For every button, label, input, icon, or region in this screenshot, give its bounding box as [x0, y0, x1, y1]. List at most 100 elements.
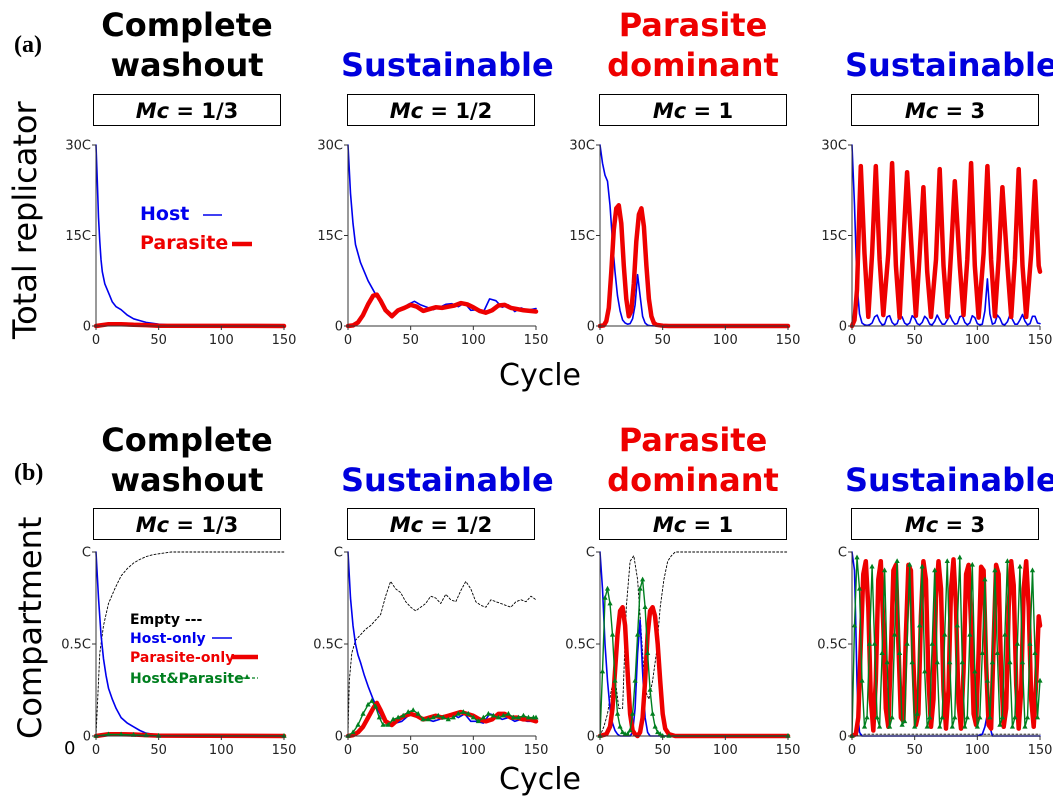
hp-marker	[899, 721, 905, 727]
hp-marker	[420, 716, 426, 722]
legend-a: Host Parasite	[140, 203, 252, 254]
series-line-empty	[347, 580, 537, 737]
hp-marker	[612, 677, 618, 683]
hp-marker	[609, 631, 616, 637]
status-title: Sustainable	[845, 460, 1053, 500]
y-tick-label: 15C	[317, 229, 343, 244]
status-title: Complete washout	[87, 5, 287, 85]
status-line-1: Parasite	[618, 6, 768, 44]
hp-marker	[435, 712, 441, 718]
hp-marker	[632, 677, 638, 683]
y-tick-label: 30C	[317, 139, 343, 154]
y-tick-label: 30C	[821, 139, 847, 154]
hp-marker	[629, 710, 636, 716]
hp-marker	[992, 567, 998, 573]
hp-marker	[1022, 723, 1028, 729]
hp-marker	[118, 731, 124, 737]
hp-marker	[869, 563, 875, 569]
status-line-1: Complete	[101, 421, 273, 459]
hp-marker	[450, 714, 456, 720]
hp-marker	[515, 714, 522, 720]
y-tick-label: 0	[587, 320, 595, 335]
x-tick-label: 0	[848, 743, 856, 758]
hp-marker	[1004, 558, 1011, 563]
chart-a-2: 0 50 100 150 0 15C 30C	[569, 139, 800, 349]
hp-marker	[480, 714, 486, 720]
hp-marker	[604, 585, 611, 591]
mc-box: Mc = 3	[851, 94, 1039, 126]
hp-marker	[969, 561, 975, 567]
status-title: Sustainable	[341, 45, 554, 85]
x-tick-label: 150	[272, 333, 297, 348]
hp-marker	[1014, 641, 1021, 646]
hp-marker	[974, 723, 980, 729]
hp-marker	[647, 687, 653, 692]
hp-marker	[645, 650, 651, 655]
x-tick-label: 150	[524, 333, 549, 348]
hp-marker	[617, 723, 623, 729]
hp-marker	[962, 723, 968, 729]
x-tick-label: 50	[906, 743, 923, 758]
hp-marker	[952, 714, 958, 720]
hp-marker	[455, 710, 461, 716]
y-tick-label: C	[838, 546, 847, 561]
hp-marker	[902, 718, 908, 724]
status-line-1: Sustainable	[845, 46, 1053, 84]
hp-marker	[410, 707, 416, 713]
y-tick-label: 0.5C	[61, 638, 91, 653]
y-tick-label: 30C	[65, 139, 91, 154]
hp-marker	[887, 723, 893, 729]
hp-marker	[619, 729, 626, 735]
x-axis-label-b: Cycle	[499, 762, 581, 797]
x-tick-label: 50	[654, 333, 671, 348]
y-tick-label: 0	[587, 730, 595, 745]
series-line-parasite	[345, 292, 539, 329]
hp-marker	[490, 712, 496, 718]
x-tick-label: 0	[596, 333, 604, 348]
status-title: Sustainable	[341, 460, 554, 500]
hp-marker	[607, 600, 613, 606]
y-tick-label: 15C	[569, 229, 595, 244]
mc-box: Mc = 1	[599, 508, 787, 540]
mc-value: = 3	[938, 513, 986, 537]
status-title: Complete washout	[87, 420, 287, 500]
series-line-empty	[95, 551, 285, 737]
hp-marker	[390, 716, 396, 722]
series-line-host-parasite	[599, 578, 789, 737]
hp-marker	[1032, 650, 1038, 655]
hp-marker	[1029, 567, 1036, 573]
hp-marker	[866, 641, 873, 646]
mc-value: = 3	[938, 99, 986, 123]
mc-box: Mc = 1/2	[347, 508, 535, 540]
x-tick-label: 100	[461, 333, 486, 348]
hp-marker	[879, 650, 885, 655]
hp-marker	[994, 650, 1000, 655]
hp-marker	[372, 703, 379, 709]
hp-marker	[470, 714, 476, 720]
x-tick-label: 50	[150, 743, 167, 758]
series-line-host-parasite	[851, 556, 1041, 737]
series-line-host	[347, 144, 537, 315]
hp-marker	[105, 731, 112, 737]
series-line-parasite-only	[597, 604, 791, 739]
y-tick-label: 15C	[65, 229, 91, 244]
hp-marker	[959, 659, 965, 665]
hp-marker	[957, 554, 963, 560]
hp-marker	[897, 650, 903, 655]
panel-label-a: (a)	[14, 32, 42, 58]
mc-value: = 1/3	[169, 99, 239, 123]
hp-marker	[947, 659, 953, 665]
hp-marker	[650, 710, 656, 716]
y-tick-label: 0.5C	[817, 638, 847, 653]
hp-marker	[937, 723, 943, 729]
chart-b-1: 0 50 100 150 0 0.5C C	[313, 546, 548, 759]
hp-marker	[871, 641, 878, 646]
y-tick-label: 0	[83, 730, 91, 745]
x-tick-label: 50	[402, 743, 419, 758]
hp-marker	[917, 622, 923, 628]
hp-marker	[944, 558, 950, 563]
panel-label-b: (b)	[14, 460, 44, 486]
x-tick-label: 150	[524, 743, 549, 758]
hp-marker	[949, 723, 955, 729]
